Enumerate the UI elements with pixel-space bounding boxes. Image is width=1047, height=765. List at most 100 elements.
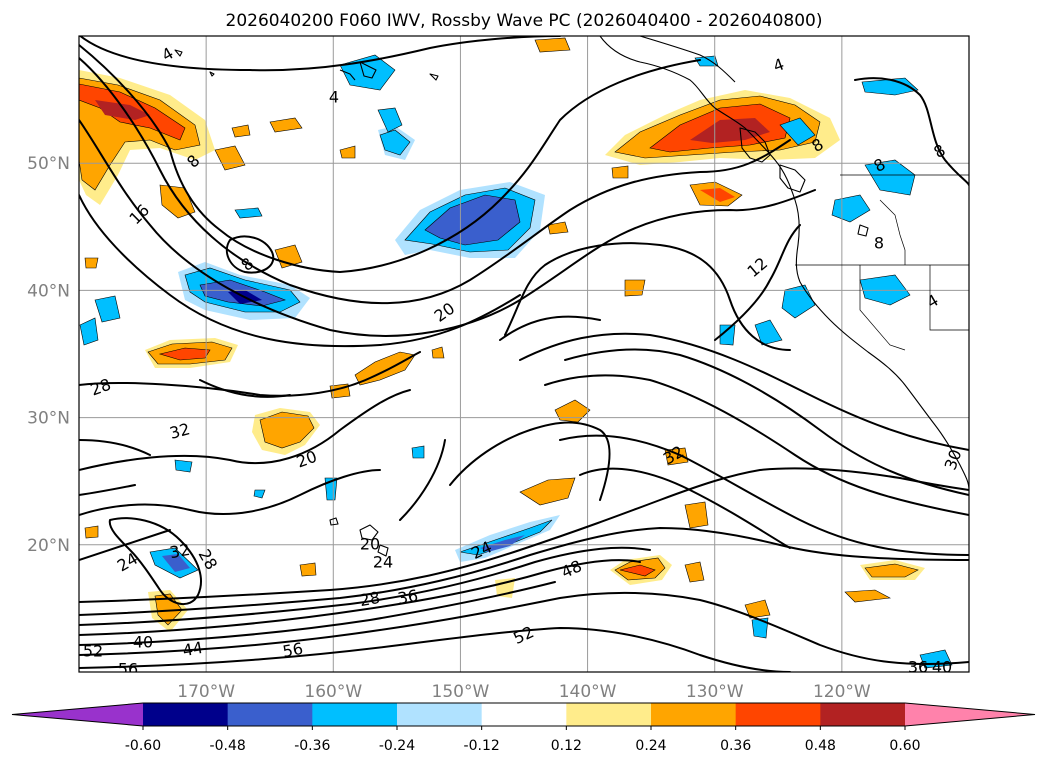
anomaly-region: [864, 563, 919, 578]
anomaly-region: [95, 100, 150, 120]
map-frame: [78, 35, 970, 673]
anomaly-region: [162, 554, 190, 572]
iwv-contour: [559, 434, 969, 556]
contour-label: 20: [360, 535, 380, 554]
contour-label: 32: [168, 540, 191, 562]
colorbar-tick-label: 0.36: [720, 738, 751, 754]
colorbar-segment: [566, 703, 652, 726]
contour-label: 56: [118, 660, 138, 679]
anomaly-region: [339, 145, 356, 159]
contour-label: 40: [133, 633, 153, 652]
iwv-contour: [79, 527, 969, 616]
iwv-contour: [79, 389, 411, 471]
lon-label: 160°W: [304, 682, 362, 702]
iwv-contour: [449, 421, 611, 501]
coastline: [929, 265, 969, 331]
anomaly-region: [519, 477, 576, 506]
coastline: [209, 71, 215, 77]
iwv-contour: [79, 36, 561, 72]
anomaly-region: [84, 257, 99, 269]
anomaly-region: [299, 562, 317, 577]
iwv-contour: [519, 332, 969, 451]
anomaly-region: [174, 459, 193, 473]
anomaly-region: [684, 501, 709, 529]
colorbar-extend-high: [905, 703, 1035, 726]
coastline: [339, 69, 356, 81]
coastline: [329, 517, 339, 526]
longitude-labels: 170°W 160°W 150°W 140°W 130°W 120°W: [177, 682, 871, 702]
anomaly-region: [431, 346, 445, 359]
anomaly-region: [861, 77, 919, 96]
contour-label: 52: [83, 642, 103, 661]
anomaly-region: [377, 107, 403, 133]
iwv-contour: [79, 57, 791, 305]
colorbar-extend-low: [12, 703, 143, 726]
anomaly-region: [624, 279, 646, 297]
anomaly-region: [269, 117, 303, 133]
iwv-contour: [854, 77, 969, 186]
colorbar-segment: [312, 703, 398, 726]
iwv-contour: [79, 44, 701, 273]
iwv-contour: [79, 484, 136, 496]
anomaly-region: [354, 351, 416, 386]
contour-label: 56: [281, 639, 304, 661]
colorbar-tick-label: -0.48: [210, 738, 246, 754]
lon-label: 140°W: [559, 682, 617, 702]
coastlines: [174, 36, 969, 557]
colorbar-segment: [735, 703, 821, 726]
anomaly-region: [231, 124, 251, 138]
anomaly-region: [411, 445, 425, 459]
lat-label: 40°N: [27, 281, 70, 301]
colorbar-segment: [820, 703, 906, 726]
colorbar-segment: [143, 703, 229, 726]
iwv-contour: [499, 315, 601, 341]
iwv-contour: [544, 374, 969, 516]
lat-label: 20°N: [27, 536, 70, 556]
anomaly-region: [844, 589, 891, 603]
anomaly-region: [611, 165, 629, 179]
colorbar-tick-label: -0.12: [464, 738, 500, 754]
contour-label: 36: [396, 586, 419, 608]
coastline: [359, 524, 379, 541]
lat-label: 50°N: [27, 154, 70, 174]
contour-label: 8: [874, 234, 884, 253]
anomaly-region: [751, 617, 769, 639]
colorbar-segment: [227, 703, 313, 726]
coastline: [174, 49, 183, 57]
iwv-contour: [714, 224, 801, 341]
anomaly-region: [84, 525, 99, 539]
anomaly-region: [534, 37, 571, 53]
colorbar-tick-label: 0.60: [889, 738, 920, 754]
contour-label: 28: [358, 588, 381, 610]
lon-label: 120°W: [813, 682, 871, 702]
colorbar-tick-label: 0.24: [635, 738, 666, 754]
colorbar-tick-label: 0.12: [551, 738, 582, 754]
iwv-contour: [504, 242, 791, 351]
iwv-contour: [79, 591, 969, 666]
figure-title: 2026040200 F060 IWV, Rossby Wave PC (202…: [226, 11, 823, 31]
anomaly-region: [480, 535, 525, 552]
anomaly-region: [424, 194, 521, 246]
iwv-contour: [79, 469, 381, 516]
lon-label: 150°W: [432, 682, 490, 702]
contour-label: 44: [181, 638, 204, 660]
anomaly-region: [864, 159, 916, 196]
anomaly-region: [700, 188, 735, 202]
coastline: [377, 544, 389, 557]
iwv-contour: [79, 627, 791, 672]
iwv-contour: [399, 439, 446, 521]
iwv-contour: [79, 581, 556, 646]
coastline: [739, 127, 771, 163]
colorbar: -0.60 -0.48 -0.36 -0.24 -0.12 0.12 0.24 0.36 0.4…: [11, 702, 1036, 754]
coastline: [639, 36, 736, 83]
contour-label: 32: [167, 419, 192, 443]
anomaly-region: [754, 319, 783, 346]
anomaly-region: [719, 324, 736, 346]
anomaly-region: [259, 411, 315, 449]
anomaly-region: [690, 118, 770, 143]
iwv-contour: [79, 559, 641, 636]
iwv-contours: [79, 36, 969, 672]
colorbar-tick-label: -0.36: [294, 738, 330, 754]
iwv-contour: [579, 467, 791, 549]
